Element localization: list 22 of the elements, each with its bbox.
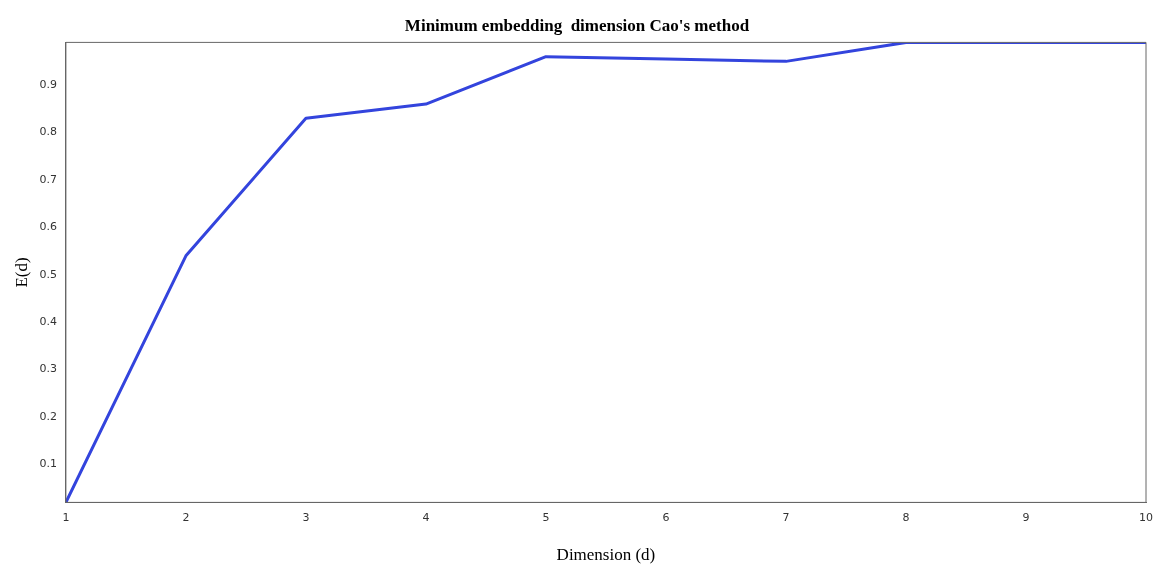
y-tick-label: 0.5 xyxy=(39,267,57,281)
x-tick-label: 8 xyxy=(902,510,910,524)
y-tick-label: 0.8 xyxy=(39,125,57,139)
x-tick-label: 3 xyxy=(302,510,310,524)
chart-title: Minimum embedding dimension Cao's method xyxy=(404,15,750,35)
x-tick-label: 5 xyxy=(542,510,550,524)
x-tick-label: 10 xyxy=(1139,510,1153,524)
y-axis-title: E(d) xyxy=(11,257,31,288)
x-tick-label: 7 xyxy=(782,510,790,524)
x-axis-title: Dimension (d) xyxy=(556,545,656,565)
y-tick-label: 0.7 xyxy=(39,172,57,186)
x-tick-label: 9 xyxy=(1022,510,1030,524)
y-tick-label: 0.3 xyxy=(39,362,57,376)
y-tick-label: 0.2 xyxy=(39,409,57,423)
x-tick-label: 2 xyxy=(182,510,190,524)
y-tick-label: 0.6 xyxy=(39,220,57,234)
y-tick-label: 0.9 xyxy=(39,77,57,91)
x-tick-label: 4 xyxy=(422,510,430,524)
x-tick-label: 6 xyxy=(662,510,670,524)
y-tick-label: 0.1 xyxy=(39,457,57,471)
y-tick-label: 0.4 xyxy=(39,315,57,329)
x-tick-label: 1 xyxy=(62,510,70,524)
